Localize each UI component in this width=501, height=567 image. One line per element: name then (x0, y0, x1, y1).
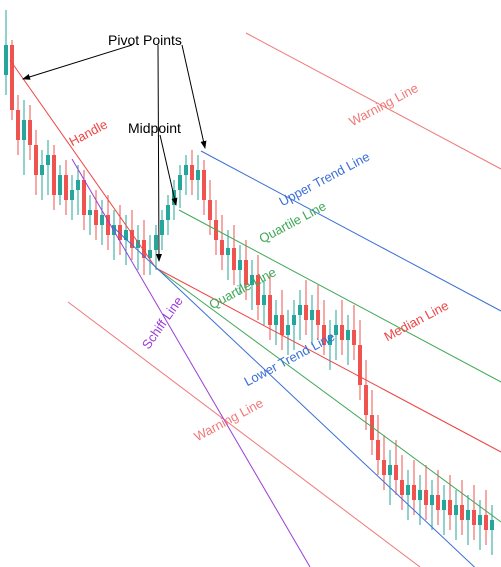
pivot_left-arrow (23, 45, 132, 79)
lower_trend-line (112, 226, 501, 567)
pivot_mid-arrow (158, 45, 159, 261)
pivot_points-label: Pivot Points (108, 32, 182, 48)
handle-line (10, 60, 156, 268)
midpoint-arrow (160, 135, 176, 205)
pitchfork-chart: Pivot PointsMidpointHandleWarning LineUp… (0, 0, 501, 567)
midpoint-label: Midpoint (128, 120, 181, 136)
pivot_right-arrow (182, 45, 205, 148)
warning_bot-line (68, 302, 420, 567)
pitchfork-lines (10, 33, 501, 567)
quartile_lo-line (156, 268, 501, 522)
